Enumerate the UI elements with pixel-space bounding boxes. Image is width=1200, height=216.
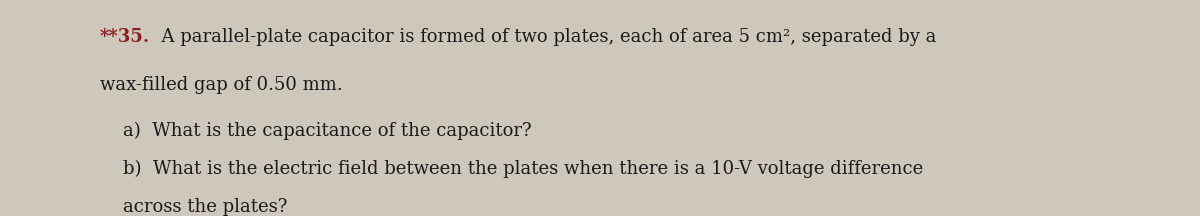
Text: across the plates?: across the plates?: [100, 198, 287, 216]
Text: A parallel-plate capacitor is formed of two plates, each of area 5 cm², separate: A parallel-plate capacitor is formed of …: [150, 28, 937, 46]
Text: wax-filled gap of 0.50 mm.: wax-filled gap of 0.50 mm.: [100, 76, 343, 94]
Text: b)  What is the electric field between the plates when there is a 10-V voltage d: b) What is the electric field between th…: [100, 160, 923, 178]
Text: a)  What is the capacitance of the capacitor?: a) What is the capacitance of the capaci…: [100, 122, 532, 140]
Text: **35.: **35.: [100, 28, 150, 46]
